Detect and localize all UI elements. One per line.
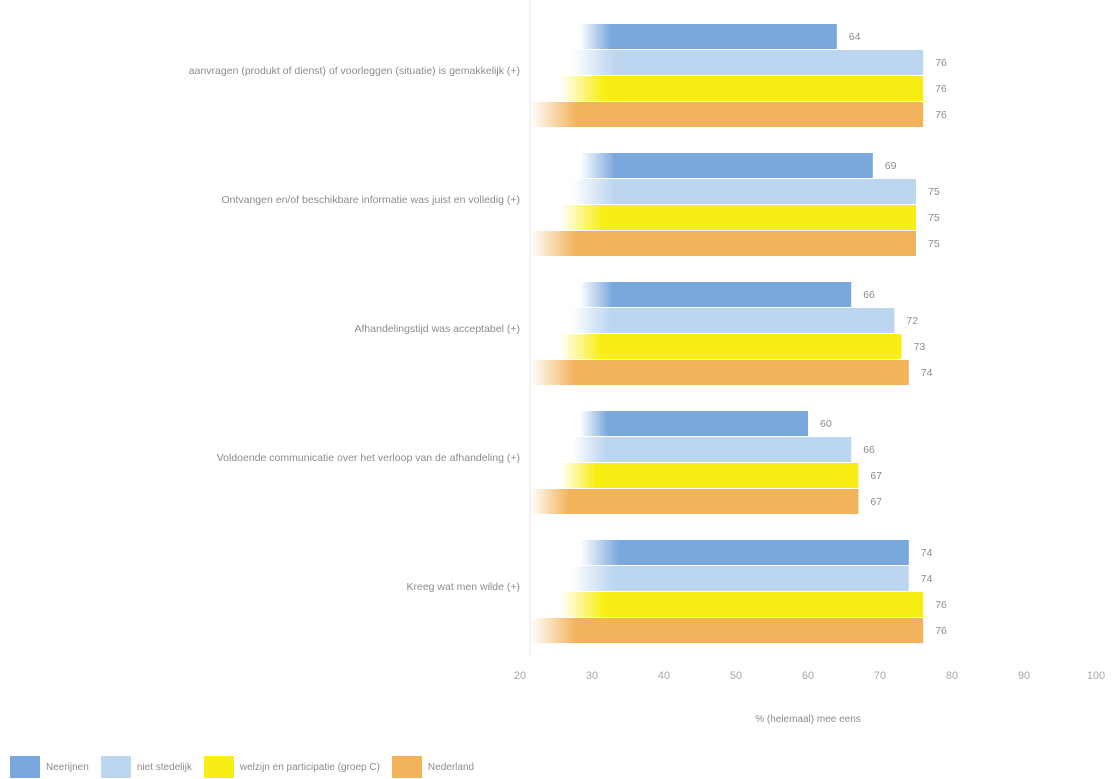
bar-0-3: [530, 102, 924, 127]
legend-swatch-0: [10, 756, 40, 778]
value-label-0-2: 76: [935, 83, 947, 95]
bar-0-2: [560, 76, 924, 101]
bar-2-2: [560, 334, 902, 359]
bar-3-2: [560, 463, 859, 488]
category-label-3: Voldoende communicatie over het verloop …: [217, 452, 520, 464]
value-label-3-1: 66: [863, 444, 875, 456]
value-label-2-2: 73: [914, 341, 926, 353]
value-label-2-1: 72: [906, 315, 918, 327]
bar-2-0: [580, 282, 852, 307]
value-label-4-2: 76: [935, 599, 947, 611]
value-label-3-3: 67: [870, 496, 882, 508]
legend: Neerijnen niet stedelijk welzijn en partic…: [10, 756, 486, 778]
legend-label-2: welzijn en participatie (groep C): [239, 761, 380, 773]
category-label-2: Afhandelingstijd was acceptabel (+): [355, 323, 520, 335]
legend-swatch-2: [203, 756, 234, 778]
legend-item-1: niet stedelijk: [100, 756, 192, 778]
legend-swatch-3: [391, 756, 422, 778]
tick-label-90: 90: [1018, 670, 1030, 682]
bars-group: 64 76 76 76 69 75 75 75 66 72 73 74 60 66 67 67 74 74 76 76: [530, 24, 947, 643]
legend-item-2: welzijn en participatie (groep C): [203, 756, 380, 778]
bar-4-0: [580, 540, 909, 565]
value-label-3-2: 67: [870, 470, 882, 482]
bar-4-3: [530, 618, 924, 643]
legend-swatch-1: [100, 756, 131, 778]
value-label-0-3: 76: [935, 109, 947, 121]
bar-1-0: [580, 153, 873, 178]
value-label-3-0: 60: [820, 418, 832, 430]
bar-1-3: [530, 231, 916, 256]
bar-3-0: [580, 411, 808, 436]
legend-label-1: niet stedelijk: [136, 761, 192, 773]
bar-1-1: [572, 179, 916, 204]
legend-label-3: Nederland: [427, 761, 475, 773]
tick-label-20: 20: [514, 670, 526, 682]
value-label-4-0: 74: [921, 547, 933, 559]
value-label-0-0: 64: [849, 31, 861, 43]
bar-0-0: [580, 24, 837, 49]
x-axis-title: % (helemaal) mee eens: [755, 714, 861, 725]
category-label-1: Ontvangen en/of beschikbare informatie w…: [221, 194, 520, 206]
category-label-4: Kreeg wat men wilde (+): [406, 581, 520, 593]
bar-4-1: [572, 566, 909, 591]
tick-label-40: 40: [658, 670, 670, 682]
tick-label-30: 30: [586, 670, 598, 682]
legend-item-3: Nederland: [391, 756, 475, 778]
tick-label-70: 70: [874, 670, 886, 682]
tick-label-100: 100: [1087, 670, 1105, 682]
bar-2-1: [572, 308, 895, 333]
category-label-0: aanvragen (produkt of dienst) of voorleg…: [189, 65, 520, 77]
bar-1-2: [560, 205, 916, 230]
bar-3-1: [572, 437, 852, 462]
bar-3-3: [530, 489, 859, 514]
category-labels: aanvragen (produkt of dienst) of voorleg…: [189, 65, 520, 593]
value-label-1-2: 75: [928, 212, 940, 224]
bar-2-3: [530, 360, 909, 385]
legend-label-0: Neerijnen: [46, 761, 89, 773]
bar-0-1: [572, 50, 924, 75]
value-label-1-1: 75: [928, 186, 940, 198]
bar-4-2: [560, 592, 924, 617]
value-label-2-3: 74: [921, 367, 933, 379]
tick-labels: 20 30 40 50 60 70 80 90 100: [514, 670, 1105, 682]
value-label-4-1: 74: [921, 573, 933, 585]
tick-label-60: 60: [802, 670, 814, 682]
value-label-1-0: 69: [885, 160, 897, 172]
tick-label-50: 50: [730, 670, 742, 682]
value-label-2-0: 66: [863, 289, 875, 301]
value-label-4-3: 76: [935, 625, 947, 637]
tick-label-80: 80: [946, 670, 958, 682]
value-label-0-1: 76: [935, 57, 947, 69]
legend-item-0: Neerijnen: [10, 756, 89, 778]
value-label-1-3: 75: [928, 238, 940, 250]
